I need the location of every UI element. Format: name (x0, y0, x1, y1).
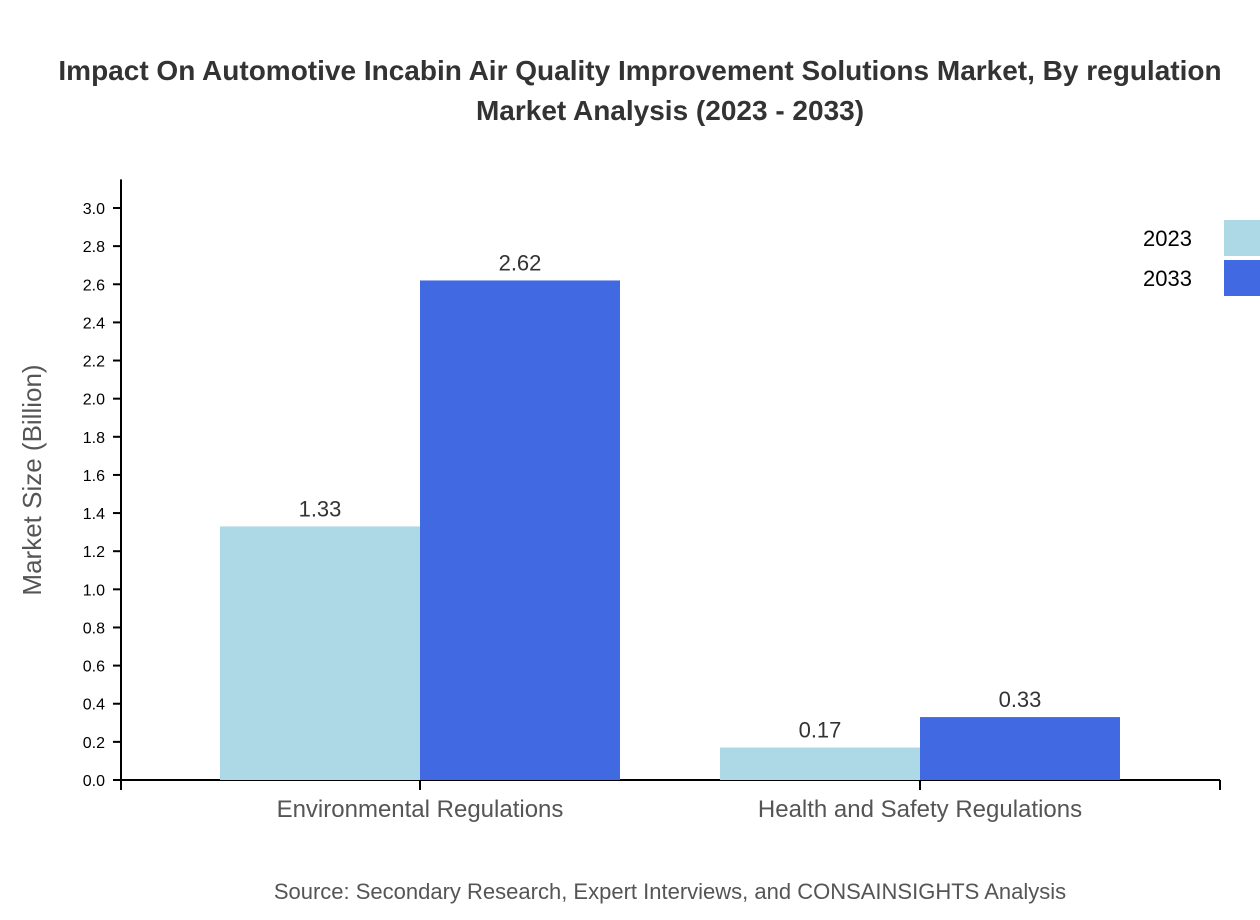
bar-2033 (920, 717, 1120, 780)
y-tick-label: 0.6 (83, 659, 105, 676)
bar-2023 (720, 747, 920, 780)
y-tick-label: 2.0 (83, 392, 105, 409)
y-tick-label: 2.8 (83, 239, 105, 256)
data-label: 0.17 (799, 718, 842, 743)
x-tick-label: Health and Safety Regulations (758, 796, 1082, 823)
data-label: 0.33 (999, 687, 1042, 712)
y-tick-label: 3.0 (83, 201, 105, 218)
bar-2033 (420, 280, 620, 780)
y-tick-label: 2.6 (83, 277, 105, 294)
source-note: Source: Secondary Research, Expert Inter… (274, 879, 1066, 904)
legend-label: 2023 (1143, 226, 1192, 251)
bar-2023 (220, 526, 420, 780)
y-tick-label: 2.4 (83, 315, 105, 332)
x-tick-label: Environmental Regulations (277, 796, 564, 823)
y-tick-label: 1.2 (83, 544, 105, 561)
y-axis-label: Market Size (Billion) (17, 364, 47, 595)
legend-swatch (1224, 260, 1260, 296)
y-tick-label: 0.4 (83, 697, 105, 714)
y-tick-label: 2.2 (83, 354, 105, 371)
y-tick-label: 0.8 (83, 620, 105, 637)
y-tick-label: 0.0 (83, 773, 105, 790)
chart-title-line2: Market Analysis (2023 - 2033) (476, 95, 864, 126)
legend-label: 2033 (1143, 266, 1192, 291)
y-tick-label: 1.6 (83, 468, 105, 485)
data-label: 1.33 (299, 496, 342, 521)
y-tick-label: 1.8 (83, 430, 105, 447)
y-tick-label: 0.2 (83, 735, 105, 752)
data-label: 2.62 (499, 250, 542, 275)
y-tick-label: 1.4 (83, 506, 105, 523)
y-tick-label: 1.0 (83, 582, 105, 599)
legend-swatch (1224, 220, 1260, 256)
chart-title-line1: Impact On Automotive Incabin Air Quality… (58, 55, 1221, 86)
